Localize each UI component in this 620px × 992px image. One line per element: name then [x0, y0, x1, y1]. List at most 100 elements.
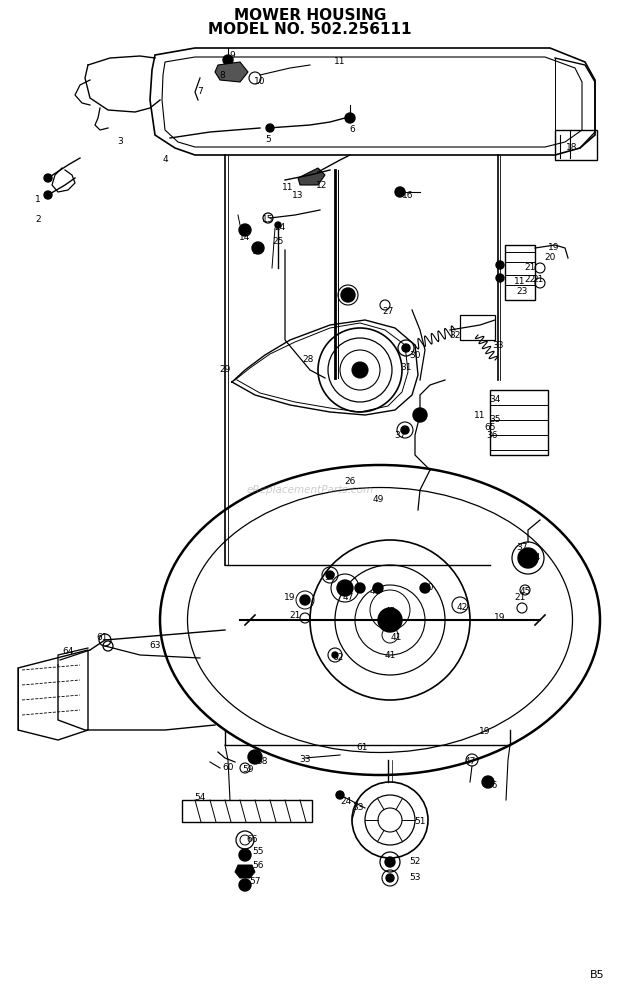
Text: 48: 48	[370, 587, 381, 596]
Text: 5: 5	[265, 136, 271, 145]
Circle shape	[44, 174, 52, 182]
Text: 30: 30	[409, 350, 421, 359]
Text: 26: 26	[344, 477, 356, 486]
Bar	[460, 315, 495, 340]
Text: 56: 56	[252, 860, 264, 870]
Text: 11: 11	[514, 278, 526, 287]
Text: 33: 33	[299, 756, 311, 765]
Text: 61: 61	[356, 743, 368, 753]
Bar	[555, 130, 597, 160]
Text: 49: 49	[373, 495, 384, 505]
Text: 33: 33	[352, 804, 364, 812]
Text: 19: 19	[548, 243, 560, 253]
Circle shape	[352, 362, 368, 378]
Text: 12: 12	[316, 181, 328, 189]
Circle shape	[337, 580, 353, 596]
Circle shape	[239, 879, 251, 891]
Text: 28: 28	[303, 355, 314, 364]
Text: 39: 39	[342, 585, 354, 594]
Text: 11: 11	[282, 184, 294, 192]
Text: MOWER HOUSING: MOWER HOUSING	[234, 8, 386, 23]
Text: MODEL NO. 502.256111: MODEL NO. 502.256111	[208, 22, 412, 37]
Text: 41: 41	[384, 651, 396, 660]
Text: 34: 34	[489, 396, 501, 405]
Text: 3: 3	[117, 138, 123, 147]
Polygon shape	[235, 865, 255, 878]
Text: 55: 55	[252, 847, 264, 856]
Bar	[490, 390, 548, 455]
Text: 38: 38	[414, 414, 426, 423]
Text: 17: 17	[252, 247, 264, 257]
Text: 54: 54	[194, 794, 206, 803]
Circle shape	[518, 548, 538, 568]
Circle shape	[275, 222, 281, 228]
Circle shape	[401, 426, 409, 434]
Text: 10: 10	[254, 77, 266, 86]
Text: 45: 45	[520, 587, 531, 596]
Text: 60: 60	[222, 764, 234, 773]
Text: 41: 41	[391, 634, 402, 643]
Circle shape	[223, 55, 233, 65]
Text: 19: 19	[494, 613, 506, 623]
Text: eReplacementParts.com: eReplacementParts.com	[246, 485, 374, 495]
Text: 42: 42	[456, 603, 467, 612]
Circle shape	[402, 344, 410, 352]
Circle shape	[341, 288, 355, 302]
Text: 37: 37	[516, 544, 528, 553]
Text: 33: 33	[492, 340, 503, 349]
Text: 36: 36	[486, 431, 498, 439]
Text: 62: 62	[332, 654, 343, 663]
Text: 11: 11	[334, 58, 346, 66]
Text: 6: 6	[349, 126, 355, 135]
Text: 19: 19	[479, 727, 491, 736]
Text: 13: 13	[292, 190, 304, 199]
Text: 15: 15	[262, 215, 274, 224]
Circle shape	[266, 124, 274, 132]
Polygon shape	[298, 168, 325, 185]
Text: 57: 57	[249, 878, 261, 887]
Text: 22: 22	[525, 276, 536, 285]
Circle shape	[252, 242, 264, 254]
Text: 59: 59	[242, 766, 254, 775]
Circle shape	[385, 857, 395, 867]
Text: 50: 50	[422, 583, 434, 592]
Text: 24: 24	[340, 798, 352, 806]
Text: 53: 53	[409, 874, 421, 883]
Text: 47: 47	[464, 758, 476, 767]
Text: 21: 21	[533, 276, 544, 285]
Text: 2: 2	[35, 215, 41, 224]
Text: 4: 4	[162, 156, 168, 165]
Text: 66: 66	[246, 835, 258, 844]
Text: 27: 27	[383, 308, 394, 316]
Circle shape	[386, 874, 394, 882]
Circle shape	[248, 750, 262, 764]
Circle shape	[373, 583, 383, 593]
Circle shape	[239, 224, 251, 236]
Circle shape	[482, 776, 494, 788]
Text: 9: 9	[229, 51, 235, 60]
Circle shape	[336, 791, 344, 799]
Text: 23: 23	[516, 288, 528, 297]
Text: 51: 51	[414, 817, 426, 826]
Text: 14: 14	[239, 233, 250, 242]
Text: 7: 7	[197, 87, 203, 96]
Text: 24: 24	[275, 223, 286, 232]
Text: 31: 31	[401, 363, 412, 373]
Text: 43: 43	[384, 607, 396, 616]
Circle shape	[345, 113, 355, 123]
Text: 18: 18	[566, 144, 578, 153]
Bar	[505, 245, 535, 300]
Circle shape	[420, 583, 430, 593]
Bar	[182, 800, 312, 822]
Text: 65: 65	[484, 424, 496, 433]
Text: 47: 47	[342, 593, 353, 602]
Text: 21: 21	[525, 264, 536, 273]
Text: 26: 26	[344, 291, 356, 300]
Text: 25: 25	[272, 237, 284, 246]
Circle shape	[326, 571, 334, 579]
Circle shape	[44, 191, 52, 199]
Text: 46: 46	[486, 781, 498, 790]
Text: 32: 32	[450, 330, 461, 339]
Text: 58: 58	[256, 758, 268, 767]
Text: 11: 11	[474, 411, 485, 420]
